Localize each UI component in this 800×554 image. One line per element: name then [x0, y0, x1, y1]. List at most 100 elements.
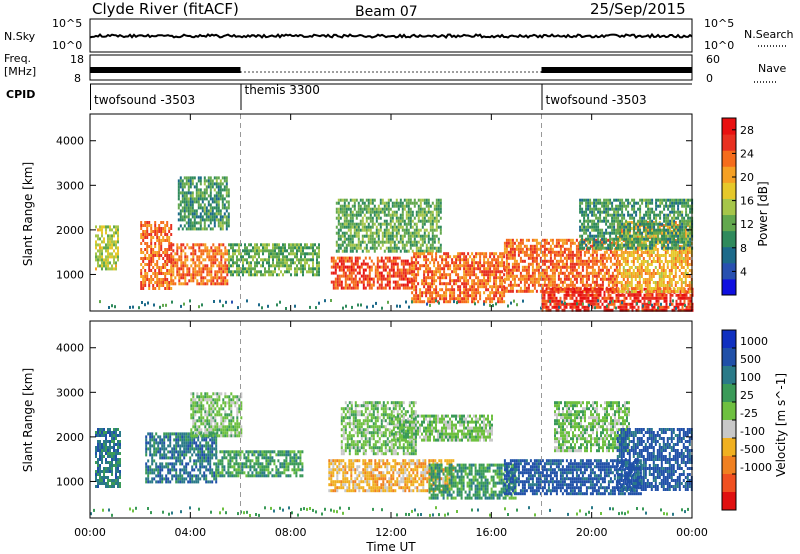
heatmap-cell: [617, 305, 620, 309]
heatmap-cell: [99, 225, 101, 229]
heatmap-cell: [166, 254, 169, 257]
heatmap-cell: [535, 247, 538, 251]
heatmap-cell: [334, 283, 337, 287]
heatmap-cell: [427, 198, 430, 202]
heatmap-cell: [343, 225, 346, 229]
heatmap-cell: [290, 252, 292, 256]
heatmap-cell: [603, 250, 606, 254]
heatmap-cell: [646, 290, 649, 293]
heatmap-cell: [144, 254, 147, 257]
heatmap-cell: [212, 249, 215, 253]
heatmap-cell: [595, 234, 598, 238]
heatmap-cell: [615, 219, 618, 223]
heatmap-cell: [593, 259, 596, 263]
heatmap-cell: [597, 274, 600, 278]
heatmap-cell: [684, 278, 687, 281]
heatmap-cell: [465, 267, 468, 271]
heatmap-cell: [597, 201, 600, 205]
heatmap-cell: [503, 273, 506, 277]
heatmap-cell: [99, 252, 101, 256]
heatmap-cell: [624, 281, 627, 284]
heatmap-cell: [304, 246, 306, 250]
heatmap-cell: [362, 271, 365, 275]
heatmap-cell: [686, 248, 689, 251]
heatmap-cell: [595, 283, 598, 287]
heatmap-cell: [189, 194, 192, 198]
heatmap-cell: [577, 274, 580, 278]
heatmap-cell: [439, 246, 442, 250]
heatmap-cell: [314, 252, 316, 256]
heatmap-cell: [672, 260, 675, 263]
heatmap-cell: [431, 273, 434, 277]
heatmap-cell: [184, 255, 187, 259]
heatmap-cell: [615, 234, 618, 238]
heatmap-cell: [419, 204, 422, 208]
heatmap-cell: [525, 265, 528, 269]
heatmap-cell: [507, 244, 510, 248]
heatmap-cell: [201, 194, 204, 198]
heatmap-cell: [675, 299, 678, 303]
heatmap-cell: [350, 265, 353, 269]
heatmap-cell: [357, 240, 360, 244]
heatmap-cell: [146, 251, 149, 254]
heatmap-cell: [459, 264, 462, 268]
heatmap-cell: [272, 270, 274, 274]
heatmap-cell: [561, 287, 564, 291]
heatmap-cell: [639, 299, 642, 303]
heatmap-cell: [654, 236, 657, 239]
heatmap-cell: [493, 273, 496, 277]
heatmap-cell: [475, 267, 478, 271]
heatmap-cell: [620, 290, 623, 293]
heatmap-cell: [569, 271, 572, 275]
heatmap-cell: [206, 246, 209, 250]
heatmap-cell: [567, 274, 570, 278]
heatmap-cell: [286, 264, 288, 268]
heatmap-cell: [591, 262, 594, 266]
heatmap-cell: [400, 271, 403, 275]
heatmap-cell: [541, 259, 544, 263]
heatmap-cell: [250, 267, 252, 271]
heatmap-cell: [154, 233, 157, 236]
heatmap-cell: [380, 259, 383, 263]
heatmap-cell: [189, 224, 192, 228]
heatmap-cell: [539, 259, 542, 263]
heatmap-cell: [541, 293, 544, 297]
heatmap-cell: [632, 251, 635, 254]
heatmap-cell: [205, 191, 208, 195]
heatmap-cell: [419, 219, 422, 223]
heatmap-cell: [660, 272, 663, 275]
heatmap-cell: [375, 228, 378, 232]
heatmap-cell: [343, 204, 346, 208]
heatmap-cell: [371, 240, 374, 244]
heatmap-cell: [555, 289, 558, 293]
heatmap-cell: [563, 250, 566, 254]
heatmap-cell: [146, 221, 149, 224]
heatmap-cell: [660, 242, 663, 245]
heatmap-cell: [668, 284, 671, 287]
heatmap-cell: [662, 272, 665, 275]
heatmap-cell: [365, 249, 368, 253]
heatmap-cell: [455, 264, 458, 268]
heatmap-cell: [423, 300, 426, 304]
heatmap-cell: [316, 252, 318, 256]
heatmap-cell: [367, 222, 370, 226]
heatmap-cell: [611, 296, 614, 300]
cpid-mode-label: themis 3300: [245, 83, 320, 97]
heatmap-cell: [117, 252, 119, 256]
heatmap-cell: [148, 245, 151, 248]
heatmap-cell: [413, 297, 416, 301]
heatmap-cell: [262, 273, 264, 277]
heatmap-cell: [459, 294, 462, 298]
heatmap-cell: [353, 207, 356, 211]
heatmap-cell: [361, 249, 364, 253]
heatmap-cell: [622, 278, 625, 281]
heatmap-cell: [150, 263, 153, 266]
heatmap-cell: [371, 222, 374, 226]
heatmap-cell: [392, 262, 395, 266]
heatmap-cell: [597, 231, 600, 235]
heatmap-cell: [613, 247, 616, 251]
heatmap-cell: [585, 259, 588, 263]
heatmap-cell: [391, 228, 394, 232]
heatmap-cell: [682, 290, 685, 293]
heatmap-cell: [587, 287, 590, 291]
